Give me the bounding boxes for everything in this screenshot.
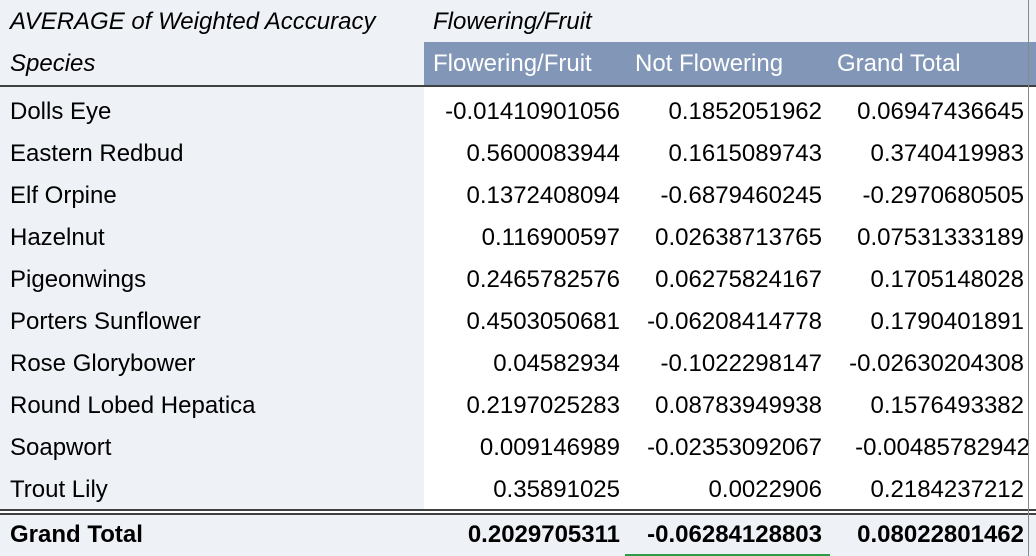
total-flowering-cell[interactable]: 0.2029705311 bbox=[467, 521, 620, 548]
selection-underline bbox=[625, 554, 830, 556]
species-cell[interactable]: Round Lobed Hepatica bbox=[10, 392, 256, 419]
column-header-not-flowering[interactable]: Not Flowering bbox=[635, 50, 784, 77]
not-flowering-cell[interactable]: -0.02353092067 bbox=[647, 434, 822, 461]
table-row: Elf Orpine 0.1372408094 -0.6879460245 -0… bbox=[0, 174, 1036, 216]
flowering-cell[interactable]: 0.04582934 bbox=[493, 350, 620, 377]
grand-total-cell[interactable]: 0.1705148028 bbox=[870, 266, 1025, 293]
column-headers: Flowering/Fruit Not Flowering Grand Tota… bbox=[424, 42, 1036, 85]
species-cell[interactable]: Rose Glorybower bbox=[10, 350, 196, 377]
not-flowering-cell[interactable]: -0.6879460245 bbox=[660, 182, 822, 209]
flowering-cell[interactable]: -0.01410901056 bbox=[445, 98, 620, 125]
pivot-title-row: AVERAGE of Weighted Acccuracy Flowering/… bbox=[0, 0, 1036, 42]
not-flowering-cell[interactable]: 0.1615089743 bbox=[668, 140, 823, 167]
sheet-edge bbox=[1028, 0, 1029, 556]
total-grand-total-cell[interactable]: 0.08022801462 bbox=[857, 521, 1024, 548]
flowering-cell[interactable]: 0.5600083944 bbox=[466, 140, 621, 167]
species-cell[interactable]: Elf Orpine bbox=[10, 182, 117, 209]
table-row: Dolls Eye -0.01410901056 0.1852051962 0.… bbox=[0, 90, 1036, 132]
flowering-cell[interactable]: 0.1372408094 bbox=[466, 182, 621, 209]
row-field-label: Species bbox=[10, 50, 96, 77]
data-rows: Dolls Eye -0.01410901056 0.1852051962 0.… bbox=[0, 90, 1036, 510]
species-cell[interactable]: Porters Sunflower bbox=[10, 308, 201, 335]
not-flowering-cell[interactable]: 0.1852051962 bbox=[668, 98, 823, 125]
table-row: Round Lobed Hepatica 0.2197025283 0.0878… bbox=[0, 384, 1036, 426]
table-row: Porters Sunflower 0.4503050681 -0.062084… bbox=[0, 300, 1036, 342]
flowering-cell[interactable]: 0.009146989 bbox=[479, 434, 620, 461]
species-cell[interactable]: Trout Lily bbox=[10, 476, 108, 503]
table-row: Eastern Redbud 0.5600083944 0.1615089743… bbox=[0, 132, 1036, 174]
not-flowering-cell[interactable]: -0.06208414778 bbox=[647, 308, 822, 335]
flowering-cell[interactable]: 0.2197025283 bbox=[466, 392, 621, 419]
flowering-cell[interactable]: 0.4503050681 bbox=[466, 308, 621, 335]
row-field-header[interactable]: Species bbox=[0, 42, 424, 85]
column-header-grand-total[interactable]: Grand Total bbox=[837, 50, 961, 77]
pivot-title[interactable]: AVERAGE of Weighted Acccuracy bbox=[10, 8, 376, 35]
species-cell[interactable]: Soapwort bbox=[10, 434, 112, 461]
not-flowering-cell[interactable]: 0.0022906 bbox=[708, 476, 822, 503]
grand-total-cell[interactable]: -0.00485782942 bbox=[855, 434, 1030, 461]
table-row: Trout Lily 0.35891025 0.0022906 0.218423… bbox=[0, 468, 1036, 510]
grand-total-cell[interactable]: 0.1576493382 bbox=[870, 392, 1025, 419]
grand-total-cell[interactable]: 0.2184237212 bbox=[870, 476, 1025, 503]
column-header-flowering[interactable]: Flowering/Fruit bbox=[433, 50, 592, 77]
column-header-row: Species Flowering/Fruit Not Flowering Gr… bbox=[0, 42, 1036, 85]
flowering-cell[interactable]: 0.35891025 bbox=[493, 476, 620, 503]
table-row: Hazelnut 0.116900597 0.02638713765 0.075… bbox=[0, 216, 1036, 258]
total-not-flowering-cell[interactable]: -0.06284128803 bbox=[647, 521, 822, 548]
grand-total-cell[interactable]: -0.2970680505 bbox=[862, 182, 1024, 209]
grand-total-cell[interactable]: 0.3740419983 bbox=[870, 140, 1025, 167]
label-column-background bbox=[0, 87, 424, 509]
not-flowering-cell[interactable]: 0.02638713765 bbox=[655, 224, 822, 251]
grand-total-cell[interactable]: 0.07531333189 bbox=[857, 224, 1024, 251]
header-divider bbox=[0, 85, 1036, 87]
grand-total-label[interactable]: Grand Total bbox=[10, 521, 143, 548]
species-cell[interactable]: Dolls Eye bbox=[10, 98, 112, 125]
grand-total-cell[interactable]: -0.02630204308 bbox=[849, 350, 1024, 377]
grand-total-cell[interactable]: 0.1790401891 bbox=[870, 308, 1025, 335]
species-cell[interactable]: Pigeonwings bbox=[10, 266, 147, 293]
table-row: Soapwort 0.009146989 -0.02353092067 -0.0… bbox=[0, 426, 1036, 468]
flowering-cell[interactable]: 0.116900597 bbox=[481, 224, 620, 251]
species-cell[interactable]: Eastern Redbud bbox=[10, 140, 184, 167]
table-row: Pigeonwings 0.2465782576 0.06275824167 0… bbox=[0, 258, 1036, 300]
not-flowering-cell[interactable]: -0.1022298147 bbox=[660, 350, 822, 377]
grand-total-row: Grand Total 0.2029705311 -0.06284128803 … bbox=[0, 515, 1036, 556]
pivot-column-field[interactable]: Flowering/Fruit bbox=[433, 8, 592, 35]
species-cell[interactable]: Hazelnut bbox=[10, 224, 105, 251]
total-divider bbox=[0, 509, 1036, 515]
grand-total-cell[interactable]: 0.06947436645 bbox=[857, 98, 1024, 125]
flowering-cell[interactable]: 0.2465782576 bbox=[466, 266, 621, 293]
not-flowering-cell[interactable]: 0.06275824167 bbox=[655, 266, 822, 293]
table-row: Rose Glorybower 0.04582934 -0.1022298147… bbox=[0, 342, 1036, 384]
not-flowering-cell[interactable]: 0.08783949938 bbox=[655, 392, 822, 419]
